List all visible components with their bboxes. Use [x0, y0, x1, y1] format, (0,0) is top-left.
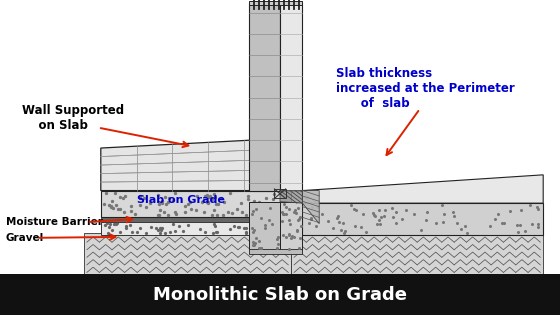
Polygon shape — [249, 249, 302, 254]
Text: Slab thickness
increased at the Perimeter
      of  slab: Slab thickness increased at the Perimete… — [336, 67, 515, 110]
Polygon shape — [249, 1, 302, 5]
Polygon shape — [302, 175, 543, 203]
Polygon shape — [280, 202, 302, 250]
Polygon shape — [249, 202, 280, 250]
Polygon shape — [84, 233, 291, 274]
Text: Gravel: Gravel — [6, 233, 44, 243]
Polygon shape — [302, 203, 543, 235]
Polygon shape — [302, 191, 319, 224]
Polygon shape — [101, 217, 291, 222]
Polygon shape — [280, 191, 302, 203]
Polygon shape — [101, 191, 291, 217]
Polygon shape — [101, 222, 291, 235]
Text: Monolithic Slab on Grade: Monolithic Slab on Grade — [153, 285, 407, 304]
Text: Slab on Grade: Slab on Grade — [137, 195, 225, 205]
Polygon shape — [291, 233, 543, 274]
Polygon shape — [101, 139, 280, 191]
Bar — [0, 274, 560, 315]
Text: Moisture Barrier: Moisture Barrier — [6, 217, 102, 227]
Text: Wall Supported
    on Slab: Wall Supported on Slab — [22, 104, 124, 132]
Polygon shape — [249, 3, 280, 191]
Polygon shape — [280, 3, 302, 191]
